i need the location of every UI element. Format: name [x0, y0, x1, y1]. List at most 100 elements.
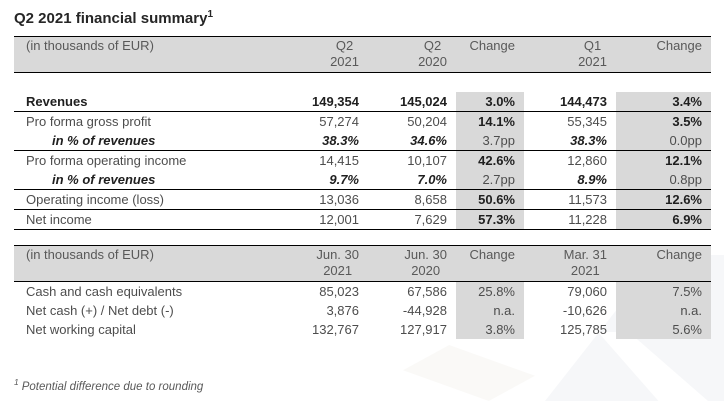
table-row: in % of revenues 9.7% 7.0% 2.7pp 8.9% 0.8pp [14, 170, 711, 190]
column-header-line2: 2020 [411, 263, 441, 278]
table-row: Cash and cash equivalents 85,023 67,586 25.… [14, 282, 711, 301]
value-cell: 50,204 [407, 114, 447, 129]
change-cell: 14.1% [456, 112, 524, 131]
change-cell: 3.5% [616, 112, 711, 131]
column-header-lines: Jun. 30 2021 [316, 247, 359, 279]
value-cell: 144,473 [560, 94, 607, 109]
table-row: Pro forma operating income 14,415 10,107 42… [14, 151, 711, 170]
change-cell: 42.6% [456, 151, 524, 170]
row-label: Net income [26, 212, 92, 227]
column-header-line2: 2021 [330, 54, 359, 69]
column-header-line1: Q2 [335, 38, 354, 53]
row-label: Cash and cash equivalents [26, 284, 183, 299]
column-header-lines: Jun. 30 2020 [404, 247, 447, 279]
change-cell: 25.8% [456, 282, 524, 301]
footnote-marker: 1 [14, 377, 19, 387]
value-cell: 13,036 [319, 192, 359, 207]
column-header-lines: Change [469, 247, 515, 279]
row-label: in % of revenues [52, 133, 156, 148]
table-row: Net income 12,001 7,629 57.3% 11,228 6.9% [14, 210, 711, 230]
column-header-3: Change [456, 247, 524, 279]
column-header-line1: Jun. 30 [404, 247, 447, 262]
column-header-1: Jun. 30 2021 [264, 247, 368, 279]
row-label: Revenues [26, 94, 88, 109]
column-header-4: Mar. 31 2021 [524, 247, 616, 279]
page-title-text: Q2 2021 financial summary [14, 10, 208, 27]
column-header-lines: Change [656, 247, 702, 279]
value-cell: 55,345 [567, 114, 607, 129]
value-cell: -10,626 [562, 303, 607, 318]
column-header-4: Q1 2021 [524, 38, 616, 70]
value-cell: 127,917 [400, 322, 447, 337]
table-header-row: (in thousands of EUR) Q2 2021 Q2 2020 Change … [14, 36, 711, 73]
change-cell: 50.6% [456, 190, 524, 209]
column-header-5: Change [616, 38, 711, 70]
title-footnote-marker: 1 [207, 9, 213, 20]
row-label: Net working capital [26, 322, 136, 337]
value-cell: -44,928 [402, 303, 447, 318]
column-header-3: Change [456, 38, 524, 70]
unit-label: (in thousands of EUR) [26, 247, 154, 262]
table-row: in % of revenues 38.3% 34.6% 3.7pp 38.3% 0.0p… [14, 131, 711, 151]
column-header-lines: Q1 2021 [578, 38, 607, 70]
value-cell: 12,860 [567, 153, 607, 168]
value-cell: 34.6% [410, 133, 447, 148]
table-row: Revenues 149,354 145,024 3.0% 144,473 3.4% [14, 92, 711, 112]
column-header-line2 [469, 263, 515, 279]
column-header-1: Q2 2021 [264, 38, 368, 70]
cash-position-body: Cash and cash equivalents 85,023 67,586 25.… [14, 282, 711, 339]
row-label: in % of revenues [52, 172, 156, 187]
column-header-lines: Change [656, 38, 702, 70]
change-cell: 3.8% [456, 320, 524, 339]
change-cell: 57.3% [456, 210, 524, 229]
value-cell: 9.7% [329, 172, 359, 187]
change-cell: 7.5% [616, 282, 711, 301]
value-cell: 7,629 [414, 212, 447, 227]
change-cell: 3.0% [456, 92, 524, 111]
row-label: Net cash (+) / Net debt (-) [26, 303, 174, 318]
change-cell: n.a. [456, 301, 524, 320]
change-cell: 12.1% [616, 151, 711, 170]
column-header-lines: Q2 2020 [418, 38, 447, 70]
column-header-line1: Change [656, 247, 702, 262]
value-cell: 3,876 [326, 303, 359, 318]
column-header-2: Jun. 30 2020 [368, 247, 456, 279]
column-header-line2 [656, 54, 702, 70]
column-header-line2: 2021 [570, 263, 600, 278]
change-cell: 12.6% [616, 190, 711, 209]
table-header-row: (in thousands of EUR) Jun. 30 2021 Jun. 30 2… [14, 245, 711, 282]
column-header-line2: 2020 [418, 54, 447, 69]
column-header-line2: 2021 [578, 54, 607, 69]
value-cell: 149,354 [312, 94, 359, 109]
row-label: Pro forma operating income [26, 153, 187, 168]
income-statement-table: (in thousands of EUR) Q2 2021 Q2 2020 Change … [14, 36, 711, 230]
change-cell: n.a. [616, 301, 711, 320]
column-header-line1: Q2 [423, 38, 442, 53]
value-cell: 38.3% [570, 133, 607, 148]
value-cell: 8.9% [577, 172, 607, 187]
value-cell: 85,023 [319, 284, 359, 299]
value-cell: 79,060 [567, 284, 607, 299]
footnote-text: Potential difference due to rounding [21, 380, 204, 393]
column-header-lines: Change [469, 38, 515, 70]
column-header-line1: Change [469, 247, 515, 262]
table-row: Net working capital 132,767 127,917 3.8% 125… [14, 320, 711, 339]
value-cell: 125,785 [560, 322, 607, 337]
financial-summary-page: Q2 2021 financial summary1 (in thousands… [14, 9, 711, 393]
column-header-line1: Change [656, 38, 702, 53]
unit-label: (in thousands of EUR) [26, 38, 154, 53]
column-header-line1: Q1 [583, 38, 602, 53]
table-row: Net cash (+) / Net debt (-) 3,876 -44,928 n… [14, 301, 711, 320]
page-title: Q2 2021 financial summary1 [14, 9, 711, 27]
change-cell: 3.7pp [456, 131, 524, 150]
column-header-lines: Mar. 31 2021 [564, 247, 607, 279]
value-cell: 7.0% [417, 172, 447, 187]
value-cell: 67,586 [407, 284, 447, 299]
cash-position-table: (in thousands of EUR) Jun. 30 2021 Jun. 30 2… [14, 245, 711, 339]
income-statement-body: Revenues 149,354 145,024 3.0% 144,473 3.4% Pro… [14, 92, 711, 230]
value-cell: 12,001 [319, 212, 359, 227]
value-cell: 14,415 [319, 153, 359, 168]
column-header-line1: Change [469, 38, 515, 53]
column-header-2: Q2 2020 [368, 38, 456, 70]
row-label: Operating income (loss) [26, 192, 164, 207]
